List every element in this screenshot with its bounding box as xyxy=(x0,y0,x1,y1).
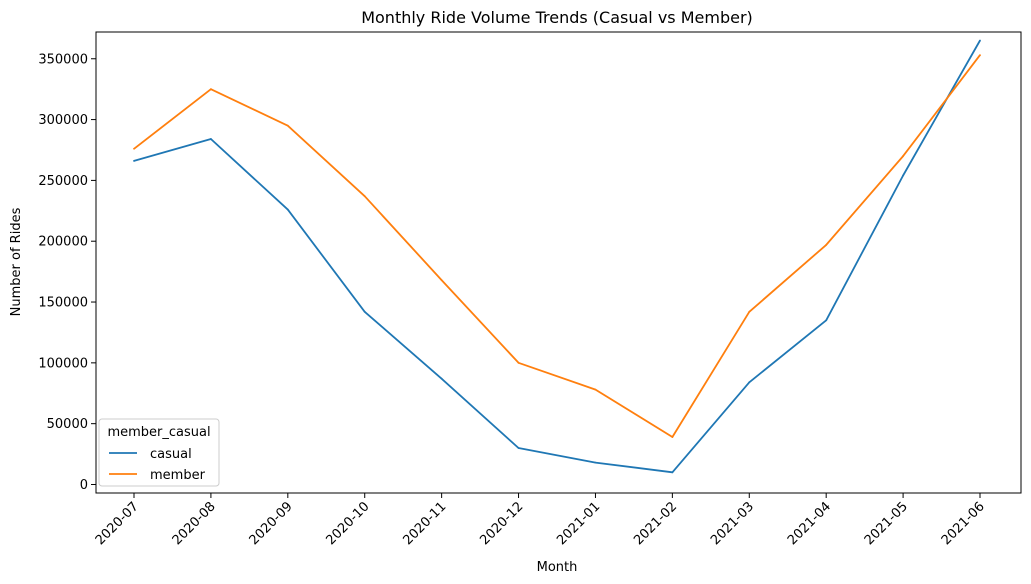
x-axis-label: Month xyxy=(537,560,578,575)
chart-title: Monthly Ride Volume Trends (Casual vs Me… xyxy=(361,8,753,27)
data-point-member xyxy=(825,243,828,246)
legend: member_casual casual member xyxy=(98,418,220,487)
plot-marks xyxy=(133,39,981,474)
data-point-member xyxy=(594,388,597,391)
legend-box xyxy=(98,418,220,487)
data-point-casual xyxy=(671,471,674,474)
data-point-casual xyxy=(363,310,366,313)
y-tick-label: 50000 xyxy=(47,417,88,432)
y-tick-label: 150000 xyxy=(38,296,88,311)
legend-label-member: member xyxy=(150,468,206,483)
y-axis-label: Number of Rides xyxy=(9,207,24,316)
series-line-member xyxy=(133,54,981,438)
y-tick-label: 300000 xyxy=(38,113,88,128)
data-point-casual xyxy=(825,319,828,322)
data-point-casual xyxy=(440,377,443,380)
y-tick-label: 250000 xyxy=(38,174,88,189)
data-point-casual xyxy=(594,461,597,464)
data-point-member xyxy=(902,155,904,157)
y-axis: 0 50000 100000 150000 200000 250000 300000 3500… xyxy=(38,52,96,493)
data-point-member xyxy=(363,195,366,198)
data-point-casual xyxy=(902,174,904,177)
legend-title: member_casual xyxy=(107,425,210,440)
data-point-member xyxy=(979,54,981,57)
plot-frame xyxy=(95,31,1022,494)
data-point-casual xyxy=(133,160,135,162)
legend-label-casual: casual xyxy=(150,447,192,462)
data-point-member xyxy=(748,310,751,313)
data-point-member xyxy=(133,147,135,150)
data-point-casual xyxy=(286,208,289,211)
data-point-member xyxy=(671,436,674,438)
y-tick-label: 0 xyxy=(80,478,88,493)
data-point-member xyxy=(210,88,212,91)
y-tick-label: 100000 xyxy=(38,356,88,371)
data-point-member xyxy=(440,279,443,282)
series-line-casual xyxy=(133,40,981,474)
data-point-casual xyxy=(517,447,520,449)
y-tick-label: 200000 xyxy=(38,235,88,250)
data-point-casual xyxy=(748,381,751,384)
y-tick-label: 350000 xyxy=(38,52,88,67)
data-point-casual xyxy=(979,39,981,42)
data-point-member xyxy=(517,361,520,364)
data-point-member xyxy=(286,124,289,127)
data-point-casual xyxy=(210,138,212,140)
